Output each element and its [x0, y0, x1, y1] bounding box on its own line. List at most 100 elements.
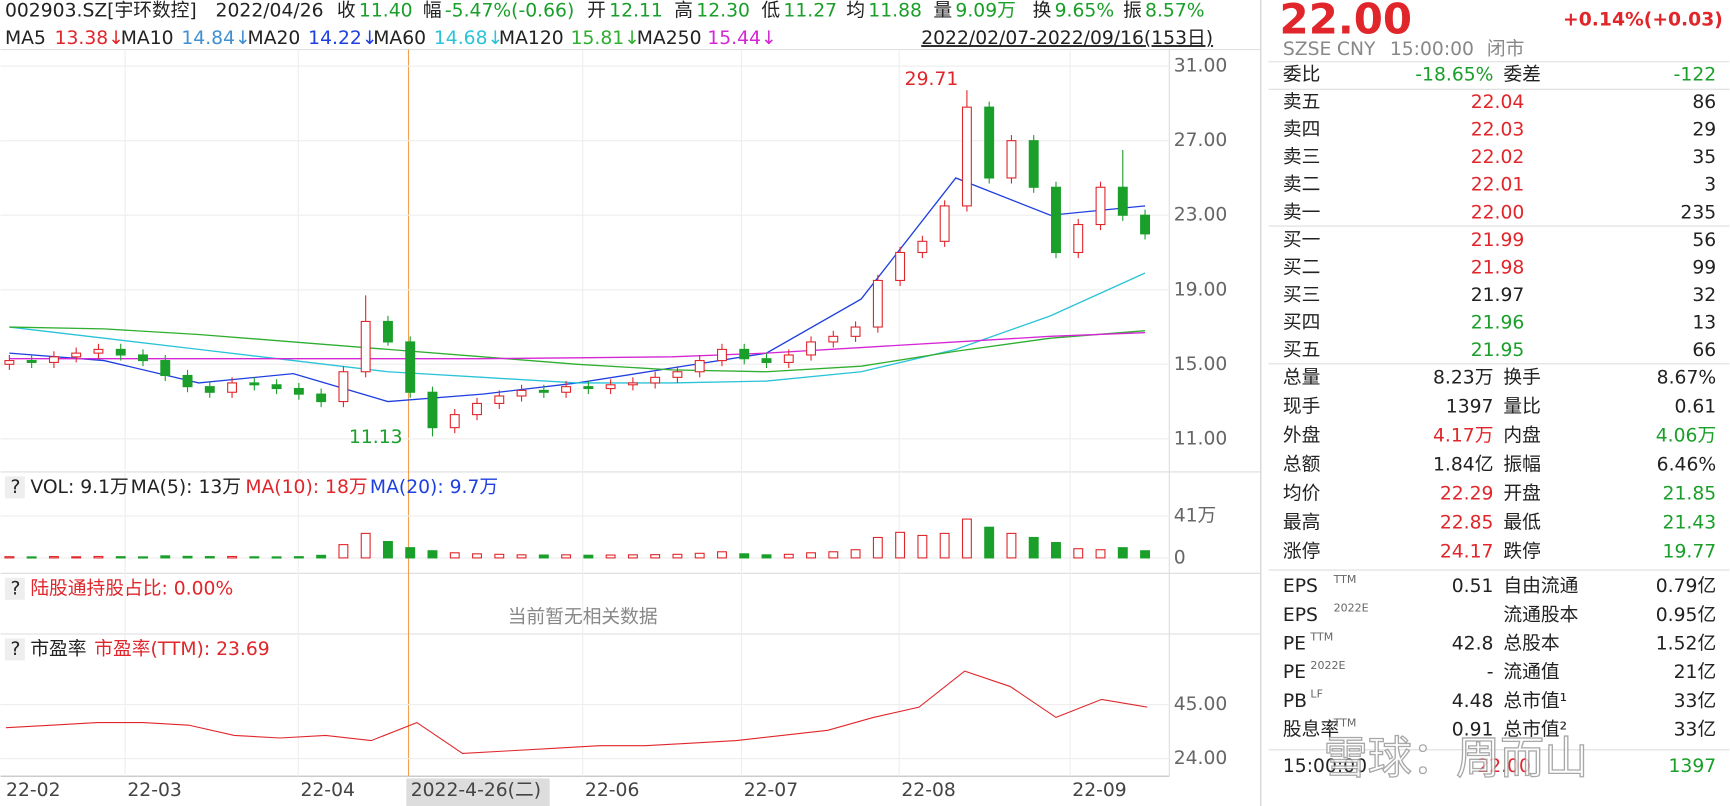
- book-volume: 66: [1692, 340, 1716, 361]
- candle-body: [672, 371, 683, 378]
- trade-volume: 1397: [1669, 756, 1717, 777]
- candle-body: [783, 354, 794, 363]
- fund-value: 21亿: [1674, 662, 1717, 683]
- candle-body: [71, 352, 82, 358]
- book-label: 买一: [1283, 230, 1320, 251]
- book-price: 21.95: [1471, 340, 1525, 361]
- volume-bar: [828, 551, 839, 559]
- candle-body: [338, 371, 349, 403]
- pe-legend: 市盈率(TTM): 23.69: [94, 639, 269, 660]
- fund-value: 33亿: [1674, 691, 1717, 712]
- row-value: 1397: [1446, 397, 1494, 418]
- volume-bar: [26, 556, 37, 559]
- volume-bar: [961, 518, 972, 559]
- ma-legend-name: MA20: [248, 28, 301, 49]
- quote-status: 闭市: [1487, 39, 1524, 60]
- quote-label: 低: [761, 1, 780, 22]
- candle-body: [1006, 140, 1017, 179]
- watermark: 雪球：周而山: [1324, 733, 1589, 784]
- candle-body: [26, 360, 37, 363]
- volume-bar: [917, 534, 928, 559]
- pe-line: [6, 670, 1148, 755]
- legend-bg: [4, 577, 25, 600]
- volume-bar: [583, 554, 594, 559]
- volume-bar: [1073, 548, 1084, 559]
- fund-label: PB: [1283, 691, 1307, 712]
- fund-label: 总市值¹: [1503, 691, 1567, 712]
- row-value: -18.65%: [1415, 64, 1493, 85]
- quote-label: 均: [846, 1, 865, 22]
- fund-sup: TTM: [1333, 573, 1357, 586]
- volume-bar: [872, 536, 883, 559]
- volume-bar: [1028, 536, 1039, 559]
- candle-body: [850, 326, 861, 337]
- y-tick-label: 0: [1174, 547, 1186, 568]
- x-tick-label: 22-02: [6, 780, 60, 801]
- row-label: 均价: [1283, 484, 1321, 505]
- book-price: 22.02: [1471, 147, 1525, 168]
- candle-body: [739, 348, 750, 360]
- help-icon: ?: [10, 578, 20, 599]
- pe-legend: 市盈率: [30, 639, 86, 660]
- book-price: 22.00: [1471, 202, 1525, 223]
- x-tick-label: 22-09: [1072, 780, 1126, 801]
- fund-value: 0.79亿: [1656, 576, 1716, 597]
- quote-label: 换: [1033, 1, 1052, 22]
- quote-value: 11.40: [359, 1, 413, 22]
- ma-legend-value: 13.38↓: [55, 28, 124, 49]
- candle-body: [48, 356, 59, 363]
- quote-value: 12.11: [609, 1, 663, 22]
- candle-body: [316, 393, 327, 403]
- book-label: 卖三: [1283, 147, 1320, 168]
- candle-body: [828, 335, 839, 343]
- candle-body: [472, 402, 482, 416]
- book-label: 卖一: [1283, 202, 1320, 223]
- book-volume: 56: [1692, 230, 1716, 251]
- fund-value: 0.51: [1452, 576, 1494, 597]
- volume-bar: [694, 552, 705, 559]
- northbound-title: 陆股通持股占比: 0.00%: [30, 578, 233, 599]
- quote-label: 高: [674, 1, 693, 22]
- volume-bar: [138, 556, 148, 559]
- quote-label: 收: [337, 1, 356, 22]
- x-tick-label: 2022-4-26(二): [411, 780, 541, 801]
- quote-label: 开: [587, 1, 606, 22]
- book-price: 22.03: [1471, 120, 1525, 141]
- book-label: 买三: [1283, 285, 1320, 306]
- quote-value: 9.65%: [1055, 1, 1115, 22]
- candle-body: [115, 348, 126, 356]
- volume-bar: [1140, 550, 1151, 559]
- x-tick-label: 22-08: [901, 780, 955, 801]
- candle-body: [939, 205, 950, 242]
- fund-label: 总股本: [1503, 633, 1559, 654]
- volume-bar: [1095, 549, 1106, 559]
- volume-bar: [1006, 532, 1017, 559]
- candle-body: [717, 348, 727, 362]
- fund-label: PE: [1283, 633, 1306, 654]
- ma-line: [9, 326, 1146, 373]
- volume-bar: [293, 556, 304, 559]
- row-label: 振幅: [1503, 455, 1540, 476]
- candle-body: [204, 386, 215, 393]
- quote-currency: CNY: [1337, 39, 1376, 60]
- book-price: 21.96: [1471, 313, 1525, 334]
- quote-value: 9.09万: [955, 1, 1015, 22]
- fund-value: 33亿: [1674, 719, 1717, 740]
- candle-body: [1095, 186, 1106, 226]
- trade-price: 22.00: [1477, 756, 1531, 777]
- row-value: 8.23万: [1433, 368, 1493, 389]
- book-label: 买四: [1283, 313, 1320, 334]
- help-icon: ?: [10, 477, 20, 498]
- legend-bg: [4, 638, 25, 661]
- volume-bar: [360, 532, 371, 559]
- ma-legend-value: 14.22↓: [308, 28, 377, 49]
- fund-label: 流通股本: [1503, 605, 1578, 626]
- fund-value: 0.91: [1452, 719, 1494, 740]
- volume-bar: [717, 551, 727, 559]
- volume-bar: [71, 556, 82, 559]
- candle-body: [961, 106, 972, 207]
- y-tick-label: 11.00: [1174, 428, 1228, 449]
- fund-value: 0.95亿: [1656, 605, 1716, 626]
- volume-legend: MA(20): 9.7万: [370, 477, 498, 498]
- candle-body: [1028, 140, 1039, 188]
